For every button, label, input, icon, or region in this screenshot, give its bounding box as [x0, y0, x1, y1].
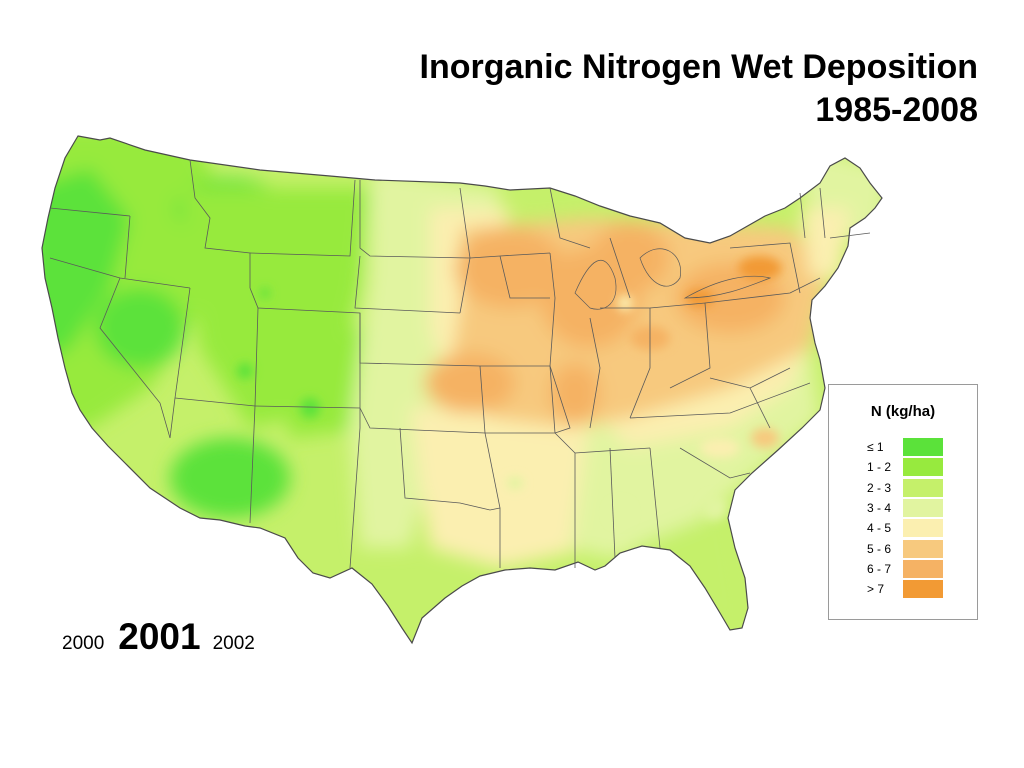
legend-label: 4 - 5	[867, 521, 892, 536]
current-year: 2001	[118, 616, 201, 657]
next-year-link[interactable]: 2002	[212, 633, 255, 654]
year-navigator: 2000 2001 2002	[62, 616, 255, 658]
legend-label: 1 - 2	[867, 460, 892, 475]
deposition-map	[30, 128, 900, 658]
legend-swatch	[903, 580, 943, 599]
great-lakes-michigan	[574, 259, 617, 310]
legend-swatch	[903, 458, 943, 477]
legend-item: 3 - 4	[857, 498, 943, 518]
state-borders	[49, 159, 871, 569]
legend-item: 1 - 2	[857, 457, 943, 477]
legend-swatch	[903, 519, 943, 538]
map-title-line2: 1985-2008	[815, 91, 978, 129]
legend-item: 4 - 5	[857, 518, 943, 538]
map-legend: N (kg/ha) ≤ 1 1 - 2 2 - 3 3 - 4 4 - 5 5 …	[828, 384, 978, 620]
legend-item: ≤ 1	[857, 437, 943, 457]
legend-item: 2 - 3	[857, 478, 943, 498]
map-title-line1: Inorganic Nitrogen Wet Deposition	[419, 48, 979, 86]
legend-rows: ≤ 1 1 - 2 2 - 3 3 - 4 4 - 5 5 - 6 6 - 7	[857, 437, 943, 599]
legend-item: 5 - 6	[857, 538, 943, 558]
legend-label: 2 - 3	[867, 480, 892, 495]
legend-label: > 7	[867, 582, 885, 597]
legend-title: N (kg/ha)	[870, 403, 936, 420]
legend-swatch	[903, 539, 943, 558]
legend-label: 3 - 4	[867, 501, 892, 516]
great-lakes-erie	[683, 275, 772, 299]
great-lakes-huron	[639, 248, 681, 287]
legend-swatch	[903, 499, 943, 518]
deposition-field	[42, 136, 882, 643]
legend-swatch	[903, 438, 943, 457]
us-outline	[41, 135, 883, 645]
legend-label: ≤ 1	[867, 440, 884, 455]
legend-label: 5 - 6	[867, 541, 892, 556]
legend-swatch	[903, 478, 943, 497]
legend-label: 6 - 7	[867, 561, 892, 576]
legend-item: 6 - 7	[857, 559, 943, 579]
legend-item: > 7	[857, 579, 943, 599]
map-title: Inorganic Nitrogen Wet Deposition 1985-2…	[420, 46, 979, 132]
previous-year-link[interactable]: 2000	[62, 633, 105, 654]
legend-swatch	[903, 559, 943, 578]
